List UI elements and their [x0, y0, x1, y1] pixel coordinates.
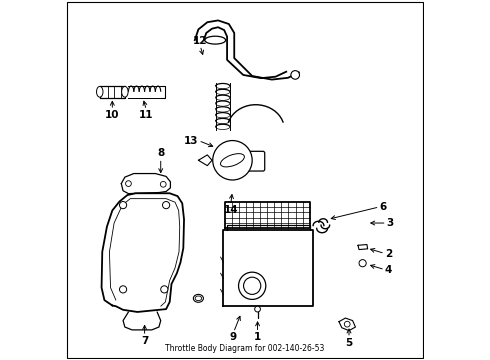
Text: 9: 9 [230, 332, 237, 342]
Circle shape [120, 286, 126, 293]
Circle shape [244, 277, 261, 294]
Text: 2: 2 [385, 248, 392, 258]
Circle shape [359, 260, 366, 267]
Text: 12: 12 [193, 36, 207, 45]
Text: 6: 6 [379, 202, 387, 212]
Text: 13: 13 [184, 136, 198, 145]
Ellipse shape [97, 86, 103, 97]
Text: 3: 3 [387, 218, 394, 228]
Text: 4: 4 [385, 265, 392, 275]
FancyBboxPatch shape [240, 151, 265, 171]
Ellipse shape [195, 296, 201, 301]
Text: 10: 10 [105, 110, 120, 120]
Circle shape [120, 202, 126, 209]
Ellipse shape [205, 36, 225, 44]
Ellipse shape [194, 294, 203, 302]
Ellipse shape [220, 154, 245, 167]
Circle shape [160, 181, 166, 187]
Ellipse shape [122, 86, 128, 97]
Circle shape [291, 71, 299, 79]
Circle shape [255, 306, 260, 312]
Text: Throttle Body Diagram for 002-140-26-53: Throttle Body Diagram for 002-140-26-53 [165, 344, 325, 353]
Circle shape [163, 202, 170, 209]
Circle shape [125, 181, 131, 186]
Circle shape [161, 286, 168, 293]
Circle shape [239, 272, 266, 300]
Text: 14: 14 [223, 205, 238, 215]
Text: 7: 7 [141, 336, 148, 346]
Circle shape [213, 140, 252, 180]
Text: 1: 1 [254, 332, 261, 342]
Circle shape [344, 321, 350, 327]
Text: 11: 11 [139, 110, 154, 120]
Text: 5: 5 [345, 338, 353, 348]
Text: 8: 8 [157, 148, 164, 158]
